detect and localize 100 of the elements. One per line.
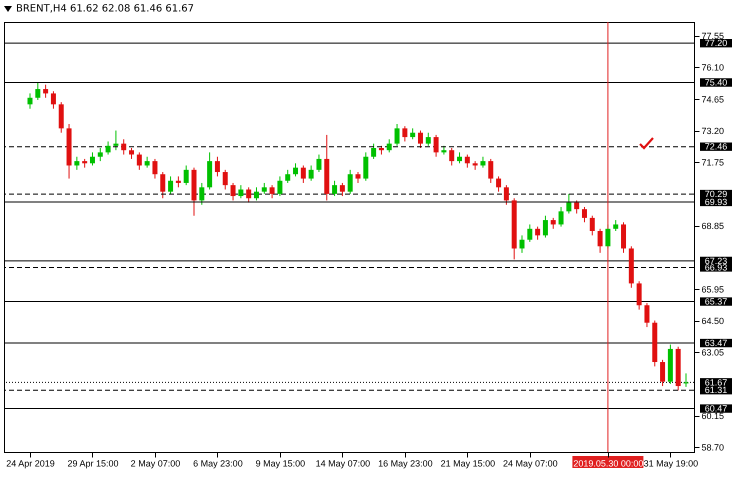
candlestick [410, 128, 416, 140]
candlestick [136, 152, 142, 170]
candlestick [356, 172, 360, 184]
ref-line-label: 67.23 [704, 256, 728, 266]
candlestick [144, 156, 150, 168]
y-tick-label: 58.70 [702, 442, 724, 453]
candlestick [168, 176, 174, 194]
x-tick-label: 2 May 07:00 [130, 458, 180, 468]
candlestick [340, 182, 345, 197]
x-tick-label: 31 May 19:00 [644, 458, 698, 468]
chart-title: BRENT,H4 61.62 62.08 61.46 61.67 [16, 4, 194, 14]
candlestick [574, 200, 580, 214]
ref-line-label: 65.37 [704, 296, 728, 307]
candlestick [558, 206, 564, 228]
candlestick [254, 186, 259, 201]
candlestick [184, 164, 189, 186]
candlestick [520, 234, 524, 254]
candlestick [113, 130, 118, 151]
x-tick-label: 2019.05.30 00:00 [573, 458, 644, 468]
candlestick [316, 154, 322, 173]
candlestick [504, 184, 509, 206]
candlestick [449, 148, 454, 166]
x-tick-label: 24 May 07:00 [503, 458, 558, 468]
ref-line-label: 77.20 [704, 38, 728, 48]
candlestick [28, 92, 32, 110]
y-tick-label: 76.10 [702, 62, 724, 73]
y-tick-label: 60.15 [702, 411, 724, 422]
candlestick [35, 82, 40, 100]
candlestick [394, 123, 400, 146]
candlestick [129, 148, 134, 160]
y-tick-label: 73.20 [702, 126, 724, 136]
candlestick [160, 172, 166, 199]
candlestick [152, 158, 158, 180]
candlestick [43, 84, 48, 98]
candlestick [644, 302, 650, 328]
candlestick [348, 169, 353, 194]
x-tick-label: 29 Apr 15:00 [67, 458, 118, 468]
candlestick [527, 224, 532, 242]
ref-line-label: 75.40 [704, 77, 728, 88]
candlestick [230, 182, 236, 201]
x-tick-label: 6 May 23:00 [193, 458, 243, 468]
candlestick [176, 176, 181, 188]
candlestick [238, 184, 244, 199]
candlestick [426, 132, 431, 146]
ref-line-label: 61.67 [704, 377, 728, 388]
x-tick-label: 16 May 23:00 [378, 458, 433, 468]
ref-line-label: 60.47 [704, 404, 728, 414]
candlestick [285, 169, 290, 184]
ref-line-label: 61.31 [704, 385, 728, 396]
y-tick-label: 74.65 [702, 94, 724, 104]
candlestick [480, 156, 486, 168]
ref-line-label: 72.46 [704, 142, 728, 152]
candlestick [300, 164, 306, 184]
y-tick-label: 64.50 [702, 316, 724, 326]
candlestick [106, 140, 111, 156]
candlestick [598, 228, 603, 254]
candlestick [542, 215, 548, 238]
candlestick [121, 138, 126, 156]
candlestick [371, 143, 376, 160]
candlestick [74, 156, 80, 170]
candlestick [464, 154, 470, 168]
candlestick [199, 182, 204, 206]
candlestick [418, 130, 423, 149]
x-tick-label: 24 Apr 2019 [6, 458, 55, 468]
candlestick [550, 217, 556, 230]
candlestick [457, 152, 462, 164]
candlestick [535, 226, 540, 240]
candlestick [402, 126, 408, 142]
x-tick-label: 14 May 07:00 [316, 458, 370, 468]
candlestick [488, 158, 494, 184]
y-tick-label: 71.75 [702, 158, 724, 168]
candlestick [660, 359, 666, 387]
candlestick [582, 206, 587, 223]
candlestick [496, 176, 502, 192]
x-tick-label: 9 May 15:00 [256, 458, 306, 468]
ref-line-label: 63.47 [704, 338, 728, 348]
candlestick [246, 186, 252, 204]
y-tick-label: 68.85 [702, 221, 724, 232]
candlestick [363, 152, 368, 182]
candlestick [684, 372, 688, 388]
candlestick [293, 162, 298, 177]
candlestick [262, 182, 267, 194]
candlestick [566, 193, 572, 214]
candlestick [386, 138, 392, 153]
candlestick [308, 164, 314, 182]
y-tick-label: 65.95 [702, 284, 724, 294]
candlestick [434, 134, 439, 158]
ref-line-label: 70.29 [704, 189, 728, 200]
candlestick [50, 90, 56, 110]
candlestick [590, 215, 595, 236]
candlestick [277, 176, 282, 197]
ref-line-label: 69.93 [704, 196, 728, 207]
x-tick-label: 21 May 15:00 [440, 458, 496, 468]
candlestick [214, 156, 220, 177]
candlestick [636, 280, 642, 310]
candlestick [332, 180, 338, 197]
candlestick [98, 148, 103, 162]
y-tick-label: 63.05 [702, 348, 724, 358]
candlestick [90, 152, 95, 166]
candlestick [270, 184, 275, 199]
